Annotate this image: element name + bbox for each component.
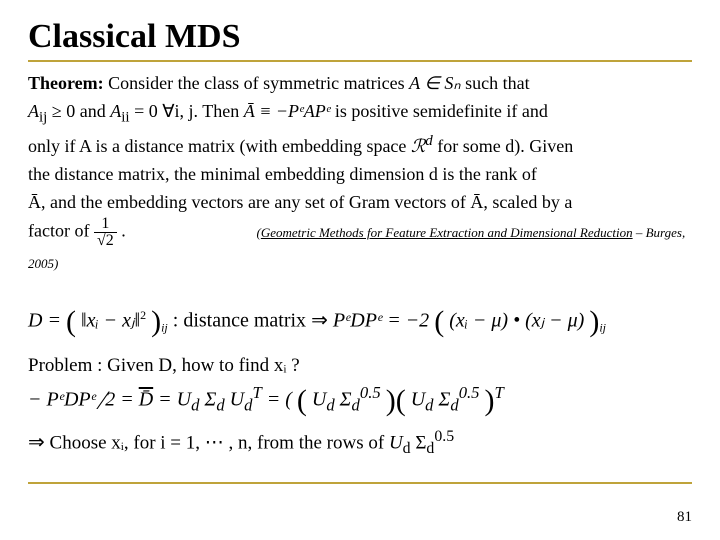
theorem-l2c: = 0 ∀i, j. Then (134, 101, 244, 121)
eq2-U3: U (312, 389, 326, 411)
choose-text: Choose xᵢ, for i = 1, ⋯ , n, from the ro… (50, 433, 389, 454)
problem-line: Problem : Given D, how to find xᵢ ? (28, 355, 692, 377)
theorem-Aij: ij (39, 109, 47, 125)
theorem-l1b: such that (465, 73, 530, 93)
choose-arrow: ⇒ (28, 432, 45, 454)
eq2-d1: d (191, 396, 199, 415)
eq-D-norm: ‖xᵢ − xⱼ‖ (81, 310, 140, 332)
eq2-sigma3: Σ (438, 389, 450, 411)
frac-den: √2 (94, 233, 117, 249)
eq-PDP: PᵉDPᵉ = −2 (333, 310, 429, 332)
equation-Dbar: − PᵉDPᵉ ⁄2 = D̄ = Ud Σd UdT = ( ( Ud Σd0… (28, 383, 692, 418)
theorem-label: Theorem: (28, 73, 104, 93)
eq2-T2: T (495, 383, 504, 402)
title-rule: Classical MDS (28, 18, 692, 62)
eq2-T: T (252, 383, 261, 402)
eq2-d2: d (216, 396, 224, 415)
eq2-decomp: = U (158, 389, 191, 411)
theorem-period: . (121, 221, 126, 241)
eq-D-lparen: ( (66, 305, 76, 338)
theorem-l3b: for some d). Given (437, 136, 573, 156)
eq2-sigma1: Σ (204, 389, 216, 411)
eq2-exp2: 0.5 (459, 383, 480, 402)
theorem-Abar: Ā ≡ −PᵉAPᵉ (244, 101, 331, 121)
eq-rhs-rparen: ) (589, 305, 599, 338)
eq2-lhs-b: 2 (105, 389, 115, 411)
theorem-frac: 1 √2 (94, 216, 117, 249)
choose-d: d (403, 440, 411, 457)
eq2-d7: d (450, 396, 458, 415)
eq2-d6: d (425, 396, 433, 415)
eq-D-implies: ⇒ (311, 310, 328, 332)
theorem-Rd: ℛ (411, 136, 425, 156)
theorem-text: Theorem: Consider the class of symmetric… (28, 70, 692, 277)
eq-rhs-sub: ij (599, 321, 606, 335)
page-number: 81 (677, 509, 692, 526)
theorem-Aii: ii (121, 109, 129, 125)
theorem-l1a: Consider the class of symmetric matrices (108, 73, 409, 93)
eq2-eq2: = ( (267, 389, 292, 411)
theorem-A1: A (28, 101, 39, 121)
eq-D-rparen: ) (151, 305, 161, 338)
choose-exp: 0.5 (434, 428, 454, 445)
theorem-l5: Ā, and the embedding vectors are any set… (28, 192, 572, 212)
theorem-l3: only if A is a distance matrix (with emb… (28, 136, 411, 156)
eq-D-subij: ij (161, 321, 168, 335)
eq2-d4: d (326, 396, 334, 415)
theorem-l4: the distance matrix, the minimal embeddi… (28, 164, 537, 184)
eq-D-sup: 2 (140, 308, 146, 322)
eq2-eq1: = (120, 389, 139, 411)
choose-U: U (389, 433, 403, 454)
eq-rhs-body: (xᵢ − μ) • (xⱼ − μ) (449, 310, 584, 332)
theorem-l2b: ≥ 0 and (52, 101, 110, 121)
eq-D-label: : distance matrix (173, 310, 311, 332)
eq2-U2: U (230, 389, 244, 411)
eq2-Dbar: D̄ (139, 389, 153, 411)
eq2-lhs-a: − PᵉDPᵉ (28, 389, 96, 411)
equation-D: D = ( ‖xᵢ − xⱼ‖2 )ij : distance matrix ⇒… (28, 295, 692, 349)
eq2-exp1: 0.5 (360, 383, 381, 402)
frac-num: 1 (94, 216, 117, 233)
eq-D-lhs: D = (28, 310, 66, 332)
theorem-l2d: is positive semidefinite if and (335, 101, 548, 121)
choose-line: ⇒ Choose xᵢ, for i = 1, ⋯ , n, from the … (28, 428, 692, 458)
bottom-rule (28, 482, 692, 484)
citation-link[interactable]: Geometric Methods for Feature Extraction… (261, 225, 633, 240)
citation: (Geometric Methods for Feature Extractio… (28, 225, 685, 271)
choose-sig: Σ (415, 433, 426, 454)
slide: Classical MDS Theorem: Consider the clas… (0, 0, 720, 540)
eq2-d5: d (352, 396, 360, 415)
theorem-A2: A (110, 101, 121, 121)
problem-text: Problem : Given D, how to find xᵢ ? (28, 355, 300, 376)
eq2-sigma2: Σ (340, 389, 352, 411)
eq2-U4: U (411, 389, 425, 411)
eq2-midparen: )( (386, 384, 406, 417)
eq-rhs-lparen: ( (434, 305, 444, 338)
slide-title: Classical MDS (28, 18, 692, 56)
theorem-AinSn: A ∈ Sₙ (409, 73, 461, 93)
eq2-rparen2: ) (485, 384, 495, 417)
theorem-l6a: factor of (28, 221, 94, 241)
